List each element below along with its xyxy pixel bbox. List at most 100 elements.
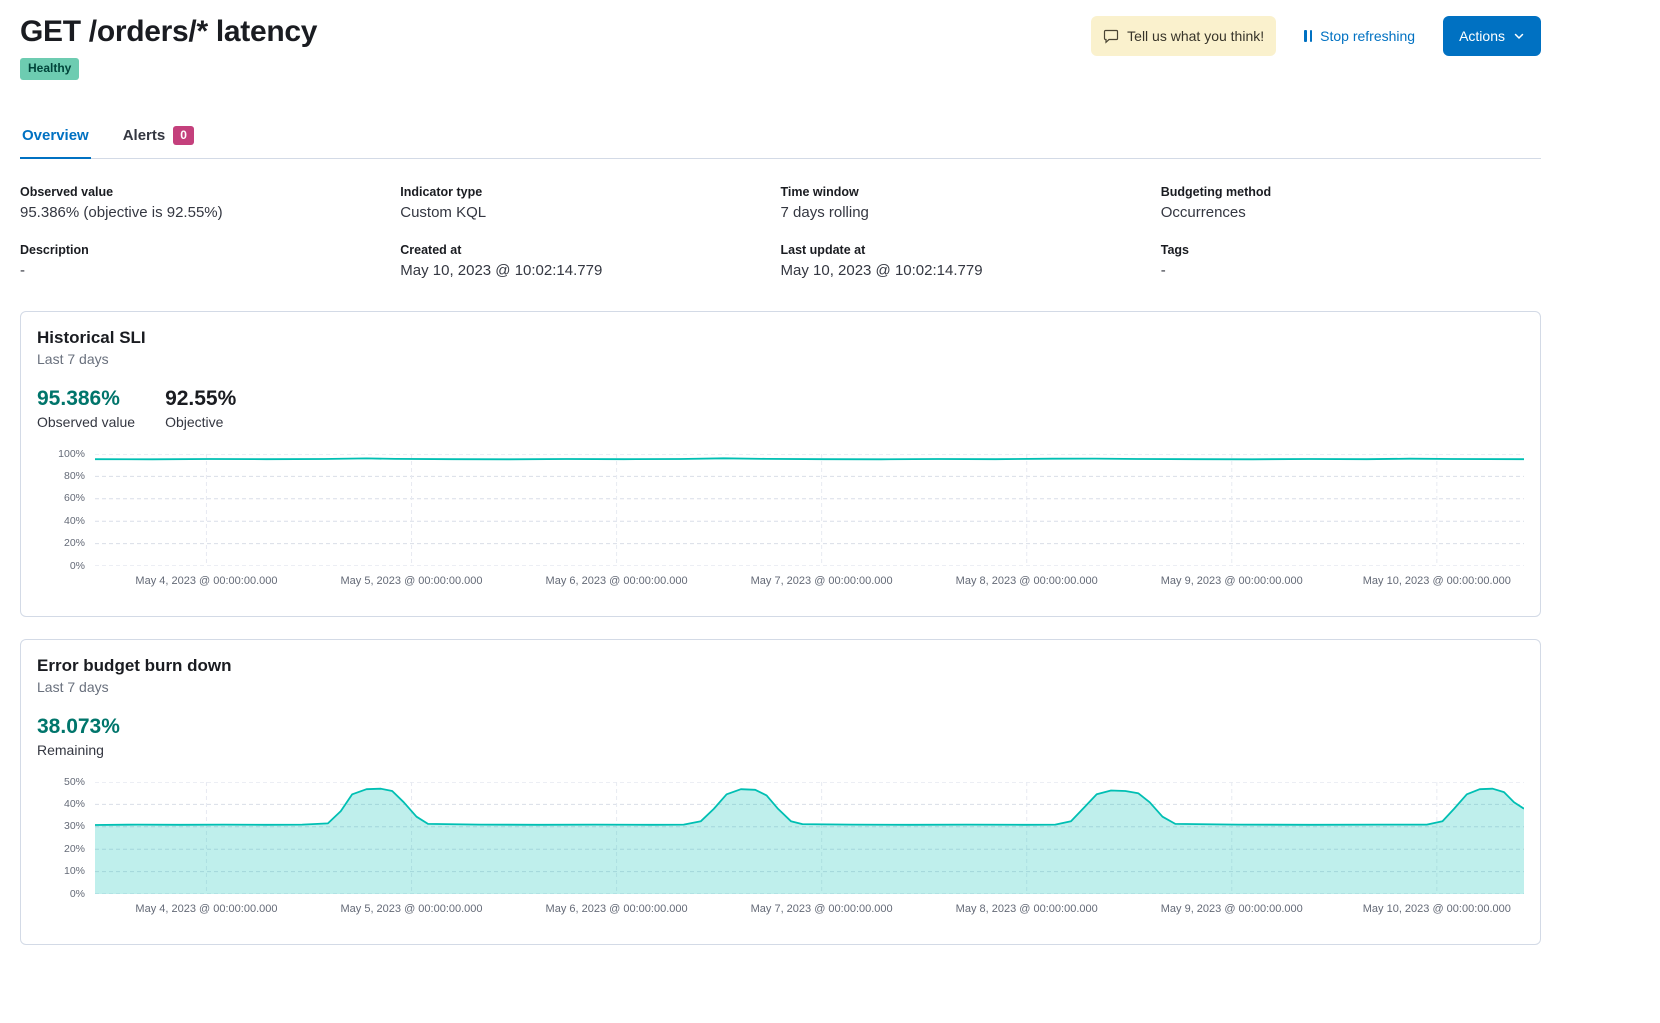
historical-sli-chart: 0% 20% 40% 60% 80% 100% May 4, 2023 @ 00:00:00… [37, 448, 1524, 596]
def-value: May 10, 2023 @ 10:02:14.779 [780, 261, 983, 279]
feedback-button-label: Tell us what you think! [1127, 28, 1265, 44]
y-tick-label: 30% [63, 820, 85, 833]
objective-value: 92.55% [165, 386, 237, 410]
definition-list: Observed value 95.386% (objective is 92.… [20, 185, 1541, 279]
y-tick-label: 10% [63, 865, 85, 878]
x-tick-label: May 4, 2023 @ 00:00:00.000 [135, 902, 278, 915]
pause-icon [1304, 30, 1313, 42]
objective-stat: 92.55% Objective [165, 387, 236, 430]
y-tick-label: 50% [63, 775, 85, 788]
header-actions: Tell us what you think! Stop refreshing … [1091, 16, 1541, 56]
tab-alerts-label: Alerts [122, 126, 166, 144]
y-tick-label: 0% [69, 559, 85, 572]
def-time-window: Time window 7 days rolling [781, 185, 1161, 221]
tab-alerts[interactable]: Alerts 0 [121, 125, 196, 158]
def-last-update-at: Last update at May 10, 2023 @ 10:02:14.7… [781, 243, 1161, 279]
sli-stats: 95.386% Observed value 92.55% Objective [37, 387, 1524, 430]
x-tick-label: May 10, 2023 @ 00:00:00.000 [1362, 902, 1511, 915]
x-tick-label: May 5, 2023 @ 00:00:00.000 [340, 574, 483, 587]
chart-plot [95, 453, 1524, 566]
panel-subtitle: Last 7 days [37, 350, 109, 367]
def-value: May 10, 2023 @ 10:02:14.779 [400, 261, 603, 279]
status-badge: Healthy [20, 58, 80, 80]
x-tick-label: May 5, 2023 @ 00:00:00.000 [340, 902, 483, 915]
x-tick-label: May 8, 2023 @ 00:00:00.000 [955, 574, 1098, 587]
axis-corner [37, 894, 95, 924]
axis-corner [37, 566, 95, 596]
y-tick-label: 40% [63, 514, 85, 527]
y-tick-label: 20% [63, 842, 85, 855]
slo-detail-page: GET /orders/* latency Healthy Tell us wh… [20, 0, 1541, 945]
x-axis: May 4, 2023 @ 00:00:00.000 May 5, 2023 @ … [95, 894, 1524, 924]
def-observed-value: Observed value 95.386% (objective is 92.… [20, 185, 400, 221]
y-tick-label: 60% [63, 492, 85, 505]
y-tick-label: 100% [58, 447, 85, 460]
chevron-down-icon [1513, 30, 1525, 42]
tab-bar: Overview Alerts 0 [20, 125, 1541, 159]
def-label: Tags [1160, 242, 1189, 257]
y-tick-label: 40% [63, 797, 85, 810]
def-description: Description - [20, 243, 400, 279]
alerts-count-badge: 0 [173, 125, 194, 145]
def-budgeting-method: Budgeting method Occurrences [1161, 185, 1541, 221]
def-tags: Tags - [1161, 243, 1541, 279]
actions-button-label: Actions [1459, 28, 1505, 44]
x-tick-label: May 10, 2023 @ 00:00:00.000 [1362, 574, 1511, 587]
remaining-value: 38.073% [37, 714, 120, 738]
historical-sli-panel: Historical SLI Last 7 days 95.386% Obser… [20, 310, 1541, 617]
stop-refreshing-button[interactable]: Stop refreshing [1304, 28, 1415, 44]
page-header: GET /orders/* latency Healthy Tell us wh… [20, 14, 1541, 80]
def-label: Budgeting method [1160, 184, 1272, 199]
chart-plot [95, 781, 1524, 894]
panel-title: Historical SLI [37, 327, 146, 347]
observed-value-label: Observed value [37, 413, 136, 430]
observed-value: 95.386% [37, 386, 120, 410]
panel-subtitle: Last 7 days [37, 678, 109, 695]
x-tick-label: May 6, 2023 @ 00:00:00.000 [545, 574, 688, 587]
feedback-button[interactable]: Tell us what you think! [1091, 16, 1277, 56]
x-tick-label: May 7, 2023 @ 00:00:00.000 [750, 574, 893, 587]
error-budget-chart: 0% 10% 20% 30% 40% 50% May 4, 2023 @ 00:00:00.… [37, 776, 1524, 924]
header-title-group: GET /orders/* latency Healthy [20, 14, 317, 80]
speech-bubble-icon [1103, 28, 1119, 44]
tab-overview-label: Overview [22, 126, 89, 144]
panel-title: Error budget burn down [37, 655, 232, 675]
error-budget-panel: Error budget burn down Last 7 days 38.07… [20, 638, 1541, 945]
objective-label: Objective [165, 413, 224, 430]
x-axis: May 4, 2023 @ 00:00:00.000 May 5, 2023 @ … [95, 566, 1524, 596]
actions-button[interactable]: Actions [1443, 16, 1541, 56]
def-value: - [20, 261, 25, 279]
x-tick-label: May 4, 2023 @ 00:00:00.000 [135, 574, 278, 587]
chart-svg [95, 453, 1524, 566]
def-value: 95.386% (objective is 92.55%) [20, 203, 223, 221]
def-value: 7 days rolling [780, 203, 869, 221]
def-indicator-type: Indicator type Custom KQL [400, 185, 780, 221]
x-tick-label: May 9, 2023 @ 00:00:00.000 [1160, 902, 1303, 915]
y-tick-label: 80% [63, 469, 85, 482]
page-title: GET /orders/* latency [20, 15, 318, 48]
observed-value-stat: 95.386% Observed value [37, 387, 135, 430]
def-created-at: Created at May 10, 2023 @ 10:02:14.779 [400, 243, 780, 279]
y-axis: 0% 20% 40% 60% 80% 100% [37, 448, 95, 572]
def-label: Created at [400, 242, 462, 257]
chart-svg [95, 781, 1524, 894]
remaining-label: Remaining [37, 741, 104, 758]
def-label: Observed value [20, 184, 114, 199]
tab-overview[interactable]: Overview [20, 126, 91, 159]
def-value: Occurrences [1160, 203, 1246, 221]
def-value: Custom KQL [400, 203, 487, 221]
x-tick-label: May 8, 2023 @ 00:00:00.000 [955, 902, 1098, 915]
x-tick-label: May 9, 2023 @ 00:00:00.000 [1160, 574, 1303, 587]
def-label: Indicator type [400, 184, 483, 199]
def-value: - [1160, 261, 1166, 279]
x-tick-label: May 6, 2023 @ 00:00:00.000 [545, 902, 688, 915]
y-tick-label: 20% [63, 537, 85, 550]
def-label: Description [20, 242, 89, 257]
y-tick-label: 0% [69, 887, 85, 900]
def-label: Last update at [780, 242, 866, 257]
remaining-stat: 38.073% Remaining [37, 715, 120, 758]
error-budget-stats: 38.073% Remaining [37, 715, 1524, 758]
stop-refreshing-label: Stop refreshing [1320, 28, 1416, 44]
y-axis: 0% 10% 20% 30% 40% 50% [37, 776, 95, 900]
def-label: Time window [780, 184, 859, 199]
